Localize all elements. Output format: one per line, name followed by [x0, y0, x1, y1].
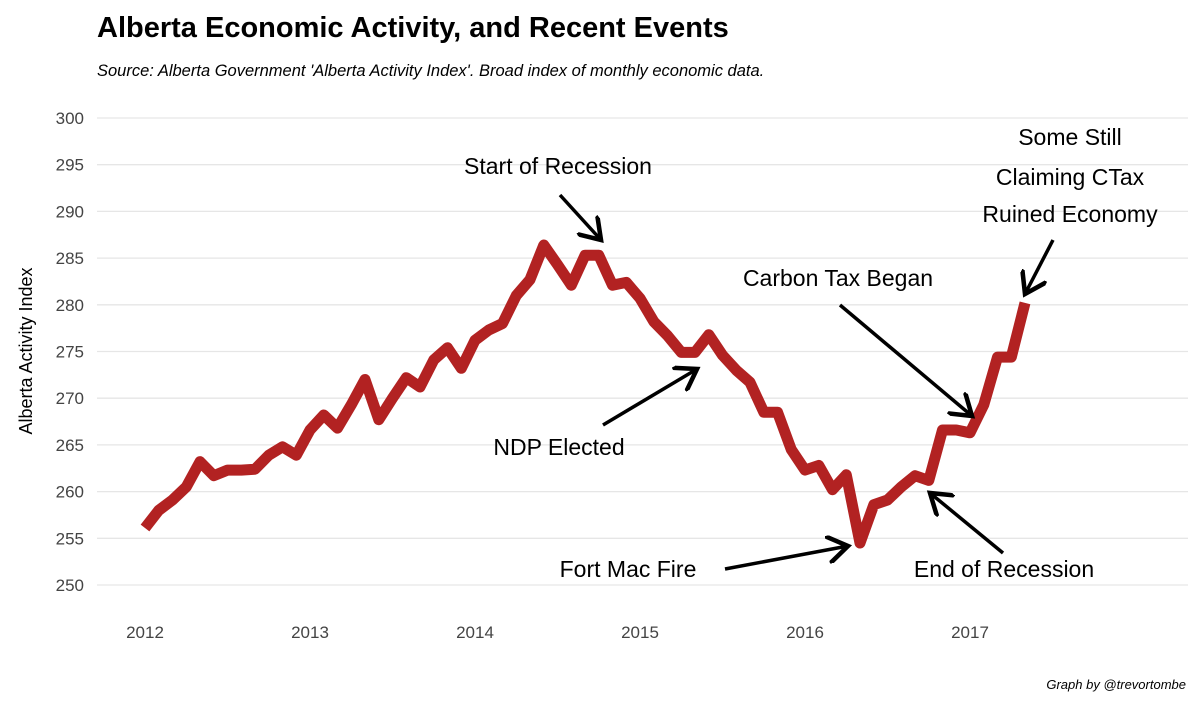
annotation-start-of-recession: Start of Recession	[464, 153, 652, 179]
annotation-arrow-end-of-recession	[930, 493, 1005, 555]
x-tick-label: 2014	[456, 623, 494, 642]
y-tick-label: 295	[56, 156, 84, 175]
series-line	[140, 239, 1031, 549]
y-tick-label: 270	[56, 389, 84, 408]
chart-subtitle: Source: Alberta Government 'Alberta Acti…	[97, 62, 765, 80]
chart-credit: Graph by @trevortombe	[1046, 677, 1186, 692]
annotation-fort-mac-fire: Fort Mac Fire	[560, 556, 697, 582]
x-tick-label: 2017	[951, 623, 989, 642]
annotation-some-still-1: Some Still	[1018, 124, 1122, 150]
y-tick-label: 280	[56, 296, 84, 315]
annotation-ndp-elected: NDP Elected	[493, 434, 624, 460]
chart-title: Alberta Economic Activity, and Recent Ev…	[97, 12, 729, 44]
x-tick-label: 2015	[621, 623, 659, 642]
annotation-arrow-fort-mac-fire	[724, 546, 848, 571]
annotation-arrow-carbon-tax	[838, 303, 972, 416]
x-tick-label: 2012	[126, 623, 164, 642]
y-axis-label: Alberta Activity Index	[16, 267, 36, 434]
x-tick-label: 2016	[786, 623, 824, 642]
annotation-arrow-ndp-elected	[602, 369, 697, 427]
annotation-some-still-2: Claiming CTax	[996, 164, 1145, 190]
y-tick-label: 265	[56, 436, 84, 455]
y-tick-label: 255	[56, 529, 84, 548]
annotation-some-still-3: Ruined Economy	[982, 201, 1158, 227]
x-tick-label: 2013	[291, 623, 329, 642]
y-tick-label: 300	[56, 109, 84, 128]
y-tick-label: 275	[56, 343, 84, 362]
y-tick-label: 250	[56, 576, 84, 595]
annotation-arrow-start-of-recession	[558, 193, 601, 240]
annotation-end-of-recession: End of Recession	[914, 556, 1094, 582]
y-tick-label: 285	[56, 249, 84, 268]
y-tick-label: 290	[56, 202, 84, 221]
annotation-arrow-some-still	[1025, 239, 1055, 294]
y-tick-label: 260	[56, 483, 84, 502]
annotation-carbon-tax-began: Carbon Tax Began	[743, 265, 933, 291]
